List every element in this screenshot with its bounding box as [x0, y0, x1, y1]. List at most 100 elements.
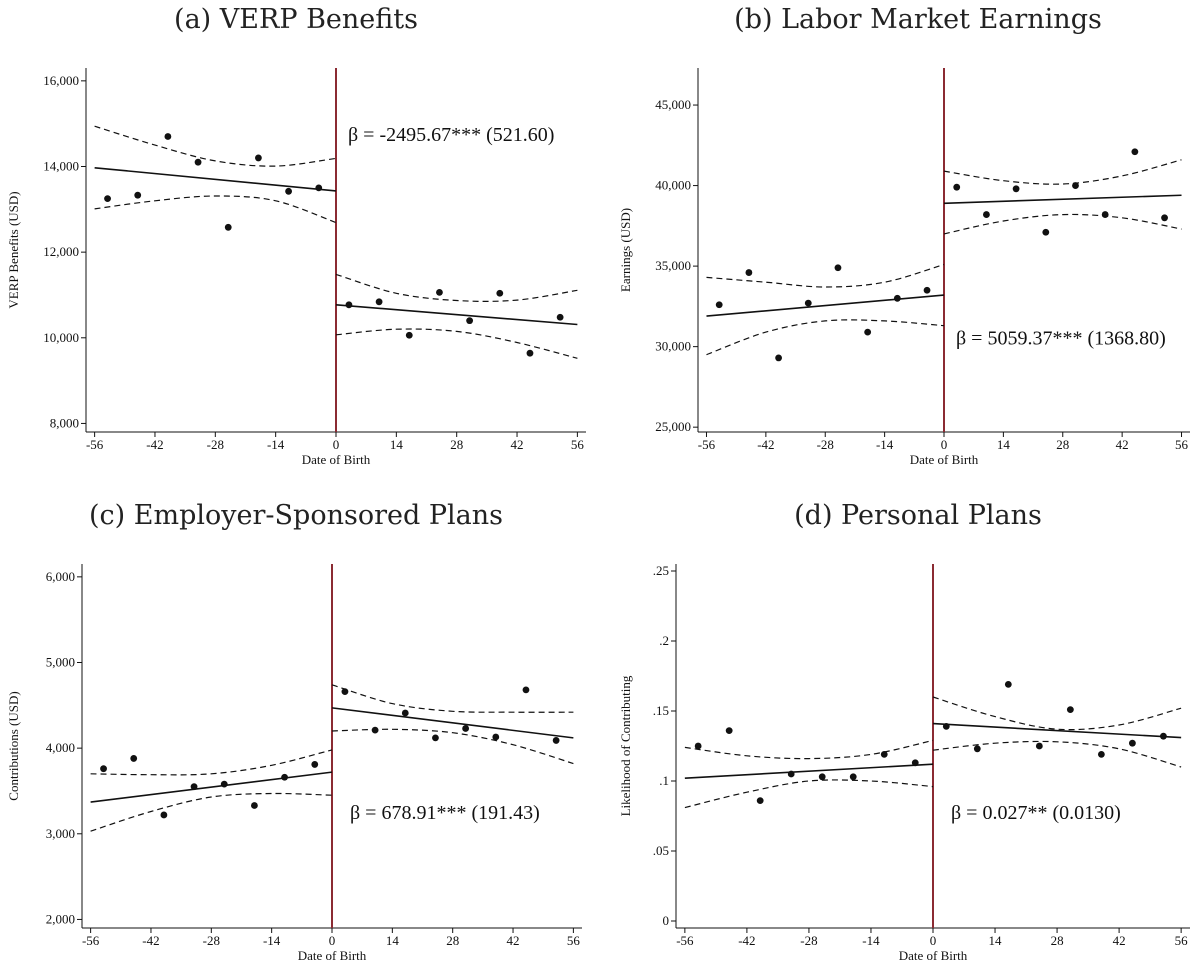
data-point [341, 688, 349, 696]
data-point [1035, 742, 1043, 750]
x-axis-label: Date of Birth [899, 948, 968, 963]
y-tick-label: 45,000 [655, 97, 691, 112]
ci-upper-right [331, 684, 574, 713]
y-tick-label: 40,000 [655, 178, 691, 193]
ci-upper-right [943, 159, 1182, 185]
data-point [432, 734, 439, 742]
x-tick-label: -42 [142, 933, 159, 948]
y-tick-label: 12,000 [43, 244, 79, 259]
data-point [893, 294, 901, 302]
y-tick-label: 5,000 [46, 654, 75, 669]
data-point [973, 745, 981, 753]
y-tick-label: 3,000 [46, 826, 75, 841]
x-tick-label: 28 [1056, 437, 1069, 452]
chart-panel-b: (b) Labor Market Earnings -56 -42 -28 -14 0 14… [618, 4, 1190, 467]
y-tick-label: .25 [653, 563, 669, 578]
y-axis-label: Earnings (USD) [618, 208, 633, 292]
x-tick-label: 0 [941, 437, 948, 452]
data-point [220, 780, 228, 788]
x-tick-label: 14 [390, 437, 404, 452]
data-point [694, 742, 702, 750]
x-tick-label: 42 [1113, 933, 1126, 948]
data-point [725, 727, 733, 734]
x-tick-label: -42 [738, 933, 755, 948]
x-tick-label: 56 [571, 437, 585, 452]
data-point [405, 331, 413, 339]
ci-upper-right [932, 696, 1182, 731]
x-tick-label: -14 [876, 437, 894, 452]
data-point [466, 317, 474, 325]
ci-upper-left [90, 749, 333, 776]
data-point [134, 191, 142, 199]
data-point [160, 811, 168, 819]
data-point [462, 725, 470, 732]
beta-annotation: β = -2495.67*** (521.60) [348, 124, 554, 146]
x-tick-label: -56 [86, 437, 104, 452]
data-point [224, 223, 232, 231]
x-tick-label: 14 [989, 933, 1003, 948]
data-point [953, 183, 961, 191]
ci-lower-right [943, 213, 1182, 235]
data-point [942, 723, 950, 730]
data-point [556, 313, 564, 321]
y-tick-label: .1 [659, 773, 669, 788]
data-point [190, 783, 198, 791]
y-tick-label: 2,000 [46, 911, 75, 926]
x-tick-label: -42 [146, 437, 163, 452]
data-point [1066, 706, 1074, 713]
x-tick-label: -56 [698, 437, 716, 452]
x-tick-label: 0 [333, 437, 340, 452]
chart-panel-c: (c) Employer-Sponsored Plans -56 -42 -28 -14… [6, 500, 582, 963]
data-point [1012, 185, 1020, 193]
fit-line-left [684, 763, 934, 779]
data-point [1161, 214, 1168, 222]
chart-panel-a: (a) VERP Benefits -56 -42 -28 -14 0 14 28 42 56 8,… [6, 4, 586, 467]
data-point [194, 158, 202, 166]
x-axis-label: Date of Birth [302, 452, 371, 467]
x-tick-label: 56 [1175, 933, 1189, 948]
fit-line-right [335, 304, 578, 326]
data-point [401, 709, 409, 717]
x-axis-label: Date of Birth [298, 948, 367, 963]
panel-title: (a) VERP Benefits [174, 4, 418, 35]
beta-annotation: β = 0.027** (0.0130) [951, 802, 1121, 824]
x-tick-label: 28 [446, 933, 459, 948]
ci-lower-left [90, 792, 333, 832]
x-tick-label: 0 [329, 933, 336, 948]
data-point [164, 133, 172, 140]
fit-line-left [94, 166, 337, 192]
y-tick-label: 30,000 [655, 339, 691, 354]
x-tick-label: 14 [997, 437, 1011, 452]
panel-title: (b) Labor Market Earnings [734, 4, 1102, 35]
data-point [818, 773, 826, 781]
data-point [745, 269, 753, 276]
y-tick-label: 8,000 [50, 415, 79, 430]
data-point [787, 770, 795, 778]
data-point [255, 154, 262, 162]
fit-line-left [706, 294, 945, 317]
ci-lower-right [932, 740, 1182, 768]
y-axis-label: Likelihood of Contributing [618, 675, 633, 816]
y-tick-label: 35,000 [655, 258, 691, 273]
x-tick-label: 14 [386, 933, 400, 948]
data-point [775, 354, 782, 362]
data-point [1042, 228, 1050, 236]
fit-line-right [331, 707, 574, 739]
x-tick-label: -28 [800, 933, 817, 948]
panel-title: (d) Personal Plans [794, 500, 1042, 531]
x-tick-label: -14 [862, 933, 880, 948]
data-point [1101, 211, 1109, 218]
x-tick-label: -28 [207, 437, 224, 452]
x-tick-label: 56 [567, 933, 581, 948]
x-tick-label: -56 [676, 933, 694, 948]
y-tick-label: 4,000 [46, 740, 75, 755]
y-axis-label: Contributions (USD) [6, 691, 21, 800]
y-tick-label: 10,000 [43, 330, 79, 345]
chart-panel-d: (d) Personal Plans -56 -42 -28 -14 0 14 28 42 56 0… [618, 500, 1190, 963]
ci-upper-left [684, 739, 934, 760]
ci-upper-left [706, 263, 945, 288]
x-tick-label: 0 [930, 933, 937, 948]
data-point [923, 286, 931, 294]
x-tick-label: 28 [1051, 933, 1064, 948]
